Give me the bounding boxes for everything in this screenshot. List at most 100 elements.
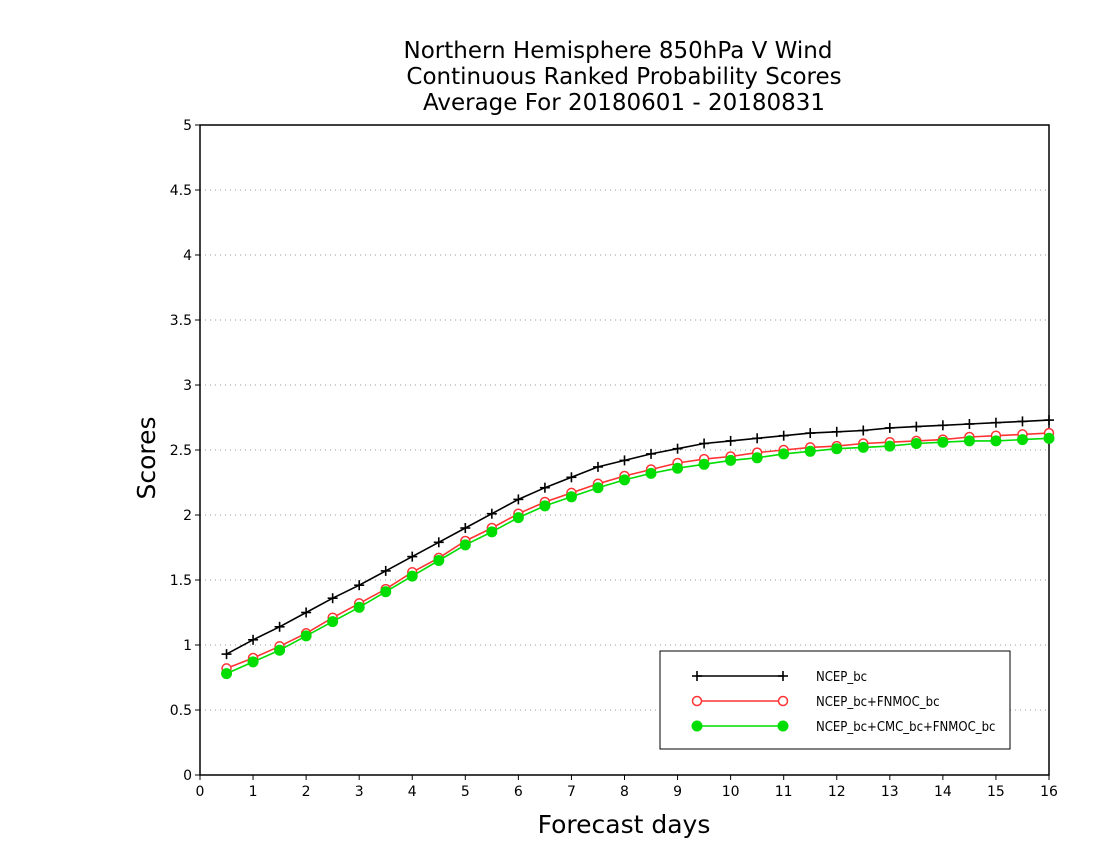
data-point [459,539,471,551]
y-tick-label: 2 [183,508,192,524]
y-tick-label: 4.5 [170,183,192,199]
data-point [406,570,418,582]
data-point [725,435,736,446]
x-axis-label: Forecast days [538,810,711,839]
data-point [672,443,683,454]
data-point [884,422,895,433]
x-tick-label: 1 [249,784,258,800]
data-point [433,537,444,548]
chart-title-line-1: Northern Hemisphere 850hPa V Wind [404,38,833,64]
data-point [751,452,763,464]
chart-title-line-3: Average For 20180601 - 20180831 [423,90,825,116]
data-point [698,458,710,470]
y-tick-label: 3.5 [170,313,192,329]
data-point [1016,434,1028,446]
data-point [990,417,1001,428]
data-point [512,512,524,524]
x-tick-label: 13 [881,784,899,800]
legend-marker [692,671,702,681]
legend-marker [777,720,789,732]
data-point [990,435,1002,447]
x-tick-label: 12 [828,784,846,800]
data-point [937,420,948,431]
y-axis: 0 0.5 1 1.5 2 2.5 3 3.5 4 4.5 5 [170,118,200,784]
data-point [778,448,790,460]
data-point [646,448,657,459]
data-point [380,565,391,576]
data-point [645,467,657,479]
data-point [752,433,763,444]
series-3 [221,432,1055,680]
x-tick-label: 11 [775,784,793,800]
data-point [592,461,603,472]
data-point [248,634,259,645]
y-tick-label: 1.5 [170,573,192,589]
series-1 [221,415,1054,660]
data-point [619,474,630,486]
data-point [831,443,843,455]
legend-entry: NCEP_bc+CMC_bc+FNMOC_bc [691,720,995,735]
data-point [539,500,551,512]
series-2 [221,427,1055,674]
data-point [300,630,312,642]
data-point [699,438,710,449]
legend-entry: NCEP_bc [692,670,867,685]
x-tick-label: 7 [567,784,576,800]
data-point [964,419,975,429]
data-point [486,508,497,519]
legend-marker [691,695,703,707]
data-point [301,607,312,618]
data-point [1017,416,1028,427]
series-line [226,419,1050,655]
y-tick-label: 4 [183,248,192,264]
series-line [226,432,1050,670]
series-line [226,437,1050,675]
data-point [910,438,922,449]
data-point [963,435,975,447]
data-point [221,649,232,660]
data-point [460,523,471,533]
y-tick-label: 3 [183,378,192,394]
y-tick-label: 0 [183,768,192,784]
data-point [513,494,524,505]
x-tick-label: 8 [620,784,629,800]
x-tick-label: 2 [302,784,311,800]
legend-box [659,650,1011,750]
data-point [911,421,922,432]
data-point [539,482,550,493]
data-point [221,668,233,680]
chart-title-line-2: Continuous Ranked Probability Scores [406,64,841,90]
data-point [274,644,286,656]
legend-marker [777,695,789,707]
x-tick-label: 0 [196,784,205,800]
data-point [1043,432,1055,444]
chart-title: Northern Hemisphere 850hPa V Wind Contin… [404,38,842,116]
x-tick-label: 15 [987,784,1005,800]
y-axis-label: Scores [132,416,161,499]
x-axis: 0 1 2 3 4 5 6 7 8 9 10 11 12 13 14 15 16 [196,775,1058,800]
legend-label: NCEP_bc+FNMOC_bc [816,695,940,710]
data-point [778,430,789,441]
legend-label: NCEP_bc+CMC_bc+FNMOC_bc [816,720,995,735]
data-point [804,445,816,457]
data-point [354,580,365,591]
data-point [884,440,896,452]
data-point [486,526,498,538]
data-point [805,428,816,439]
data-point [274,621,285,632]
data-point [566,472,577,483]
data-point [1044,415,1054,426]
data-point [327,593,338,604]
legend-entry: NCEP_bc+FNMOC_bc [691,695,940,710]
y-tick-label: 1 [183,638,192,654]
data-point [831,426,842,437]
data-point [619,455,630,466]
data-point [353,601,365,613]
y-tick-label: 5 [183,118,192,134]
x-tick-label: 6 [514,784,523,800]
x-tick-label: 5 [461,784,470,800]
data-point [327,616,339,628]
data-point [380,586,392,598]
x-tick-label: 16 [1040,784,1058,800]
